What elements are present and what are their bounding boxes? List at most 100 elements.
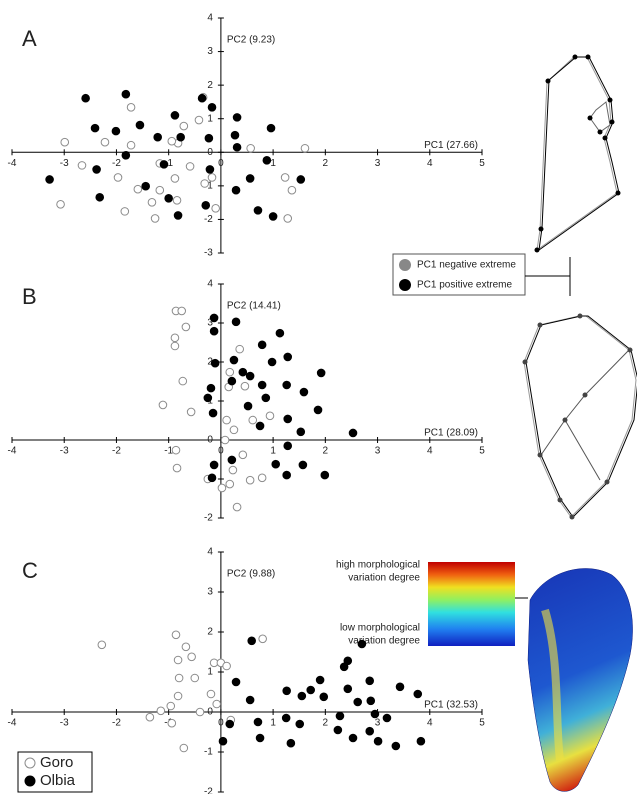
data-point <box>231 677 241 687</box>
data-point <box>245 695 255 705</box>
y-tick-label: 0 <box>207 147 213 158</box>
data-point <box>246 143 255 153</box>
data-point <box>218 736 228 746</box>
data-point <box>353 697 363 707</box>
data-point <box>100 137 110 147</box>
data-point <box>208 408 218 418</box>
panel-label: A <box>22 26 37 51</box>
mesh-surface <box>527 568 633 792</box>
scale-label: low morphological <box>340 623 420 634</box>
data-point <box>209 326 219 336</box>
x-tick-label: 5 <box>479 446 485 457</box>
data-point <box>296 427 306 437</box>
data-point <box>280 173 290 182</box>
x-tick-label: 3 <box>375 158 381 169</box>
y-tick-label: -2 <box>204 513 213 524</box>
legend-label: Olbia <box>40 772 76 789</box>
y-tick-label: 4 <box>207 13 213 24</box>
y-tick-label: 0 <box>207 707 213 718</box>
x-tick-label: 2 <box>323 158 329 169</box>
data-point <box>267 357 277 367</box>
data-point <box>271 459 281 469</box>
x-tick-label: 5 <box>479 718 485 729</box>
x-tick-label: 1 <box>270 158 276 169</box>
data-point <box>141 181 150 191</box>
data-point <box>413 689 423 699</box>
data-point <box>313 405 323 415</box>
y-tick-label: -1 <box>204 180 213 191</box>
y-tick-label: 0 <box>207 435 213 446</box>
x-tick-label: 3 <box>375 718 381 729</box>
x-tick-label: 2 <box>323 718 329 729</box>
data-point <box>209 460 219 470</box>
data-point <box>255 733 265 743</box>
data-point <box>268 212 278 221</box>
data-point <box>315 675 325 685</box>
data-point <box>186 407 196 417</box>
data-point <box>343 684 353 694</box>
data-point <box>121 89 131 99</box>
data-point <box>97 640 107 650</box>
data-point <box>243 401 253 411</box>
y-tick-label: -3 <box>204 248 213 259</box>
data-point <box>225 367 235 377</box>
data-point <box>365 726 375 736</box>
data-point <box>222 415 231 425</box>
data-point <box>217 483 227 493</box>
x-tick-label: 1 <box>270 446 276 457</box>
x-tick-label: -2 <box>112 718 121 729</box>
y-tick-label: 4 <box>207 279 213 290</box>
data-point <box>179 743 189 753</box>
data-point <box>299 387 309 397</box>
data-point <box>195 707 205 717</box>
data-point <box>174 673 184 683</box>
data-point <box>167 718 177 728</box>
data-point <box>266 123 276 133</box>
data-point <box>232 113 242 122</box>
data-point <box>170 111 180 120</box>
y-tick-label: 2 <box>207 357 213 368</box>
data-point <box>391 741 401 751</box>
mesh-highlight <box>541 608 564 761</box>
data-point <box>207 173 217 182</box>
data-point <box>316 368 326 378</box>
x-tick-label: 4 <box>427 158 433 169</box>
data-point <box>283 214 293 223</box>
x-tick-label: 2 <box>323 446 329 457</box>
data-point <box>229 355 239 365</box>
data-point <box>170 333 180 343</box>
shape-wireframe <box>534 54 621 253</box>
data-point <box>187 652 196 662</box>
data-point <box>229 425 239 435</box>
data-point <box>255 421 265 431</box>
data-point <box>121 151 131 160</box>
data-point <box>81 93 90 103</box>
data-point <box>111 126 121 136</box>
data-point <box>181 322 191 332</box>
scale-label: variation degree <box>348 636 420 647</box>
data-point <box>170 341 180 351</box>
y-tick-label: -1 <box>204 747 213 758</box>
y-tick-label: 2 <box>207 80 213 91</box>
y-tick-label: 3 <box>207 318 213 329</box>
data-point <box>231 317 241 327</box>
data-point <box>257 340 267 350</box>
data-point <box>45 175 54 184</box>
data-point <box>416 736 426 746</box>
data-point <box>167 136 177 146</box>
x-tick-label: -3 <box>60 158 69 169</box>
data-point <box>158 400 168 410</box>
data-point <box>170 174 180 183</box>
y-axis-label: PC2 (9.23) <box>227 35 275 46</box>
data-point <box>245 371 255 381</box>
data-point <box>150 214 160 223</box>
x-tick-label: 5 <box>479 158 485 169</box>
y-tick-label: 3 <box>207 587 213 598</box>
data-point <box>173 691 183 701</box>
data-point <box>126 103 136 112</box>
y-tick-label: 1 <box>207 113 213 124</box>
data-point <box>205 165 215 174</box>
panel-label: C <box>22 558 38 583</box>
legend-swatch <box>24 775 36 787</box>
